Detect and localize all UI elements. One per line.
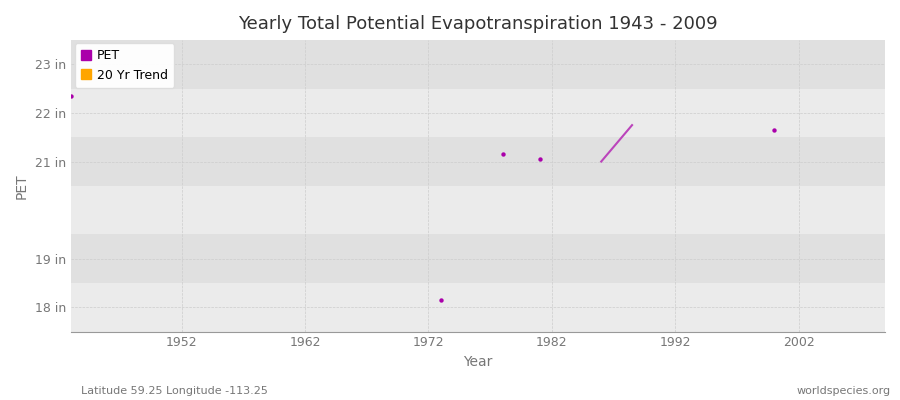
Bar: [71, 283, 885, 332]
Point: [64, 93, 78, 99]
Text: worldspecies.org: worldspecies.org: [796, 386, 891, 396]
X-axis label: Year: Year: [464, 355, 492, 369]
Bar: [71, 186, 885, 234]
Point: [495, 151, 509, 158]
Bar: [71, 137, 885, 186]
Bar: [71, 40, 885, 89]
Title: Yearly Total Potential Evapotranspiration 1943 - 2009: Yearly Total Potential Evapotranspiratio…: [238, 15, 717, 33]
Legend: PET, 20 Yr Trend: PET, 20 Yr Trend: [75, 43, 175, 88]
Point: [532, 156, 546, 162]
Point: [767, 127, 781, 133]
Point: [434, 297, 448, 303]
Y-axis label: PET: PET: [15, 173, 29, 199]
Text: Latitude 59.25 Longitude -113.25: Latitude 59.25 Longitude -113.25: [81, 386, 268, 396]
Bar: [71, 89, 885, 137]
Bar: [71, 234, 885, 283]
